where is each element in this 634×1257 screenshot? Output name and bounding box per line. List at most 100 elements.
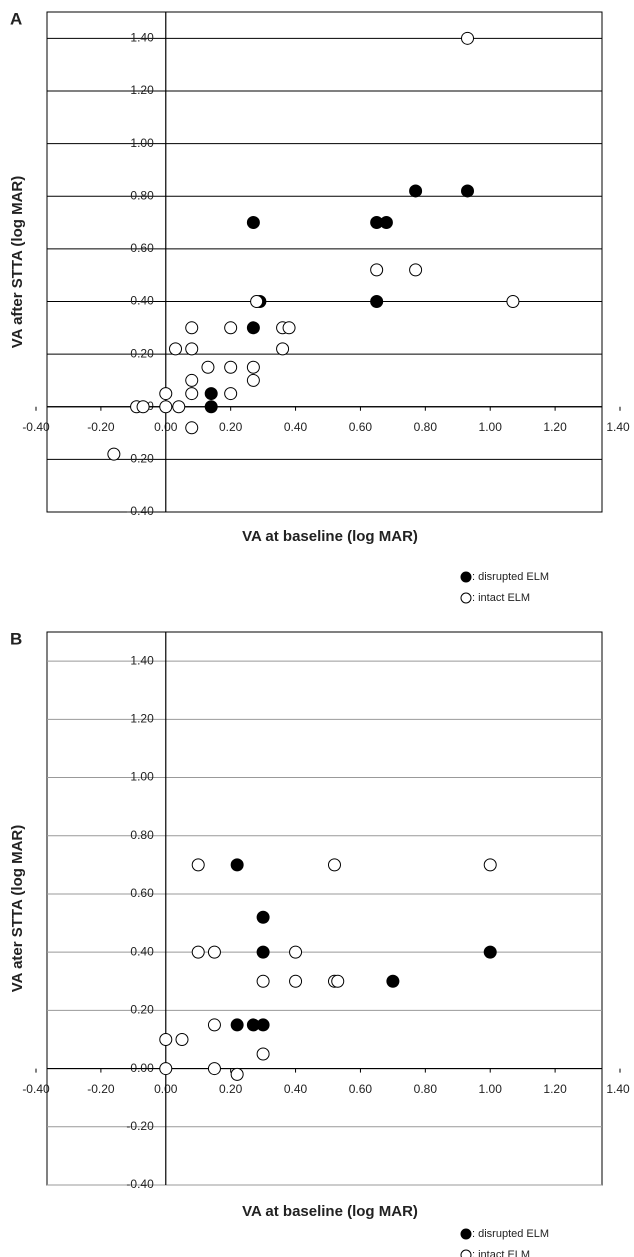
data-point (331, 974, 345, 988)
legend-label: : disrupted ELM (472, 1228, 549, 1240)
x-tick-label: -0.40 (22, 420, 50, 434)
y-tick-label: 1.20 (130, 83, 154, 97)
legend-label: : intact ELM (472, 1249, 530, 1257)
panel-label: A (10, 9, 22, 28)
y-tick-label: 0.80 (130, 828, 154, 842)
legend-marker (460, 1249, 472, 1257)
x-tick-label: 1.40 (606, 420, 630, 434)
y-tick-label: 1.00 (130, 770, 154, 784)
data-point (159, 1032, 173, 1046)
y-tick-label: 1.20 (130, 711, 154, 725)
data-point (107, 447, 121, 461)
data-point (386, 974, 400, 988)
y-tick-label: 0.20 (130, 1003, 154, 1017)
data-point (483, 945, 497, 959)
data-point (224, 387, 238, 401)
data-point (327, 858, 341, 872)
data-point (409, 263, 423, 277)
y-tick-label: 0.00 (130, 1061, 154, 1075)
y-tick-label: -0.20 (126, 1119, 154, 1133)
data-point (191, 945, 205, 959)
data-point (185, 421, 199, 435)
data-point (461, 184, 475, 198)
y-tick-label: 0.80 (130, 188, 154, 202)
data-point (185, 321, 199, 335)
y-tick-label: 1.00 (130, 136, 154, 150)
data-point (246, 321, 260, 335)
data-point (136, 400, 150, 414)
data-point (159, 400, 173, 414)
legend-marker (460, 1228, 472, 1240)
data-point (483, 858, 497, 872)
x-tick-label: -0.20 (87, 1082, 115, 1096)
data-point (224, 321, 238, 335)
data-point (207, 945, 221, 959)
legend-marker (460, 592, 472, 604)
x-tick-label: 1.20 (543, 1082, 567, 1096)
data-point (250, 294, 264, 308)
x-tick-label: 0.20 (219, 420, 243, 434)
legend-label: : intact ELM (472, 592, 530, 604)
data-point (175, 1032, 189, 1046)
data-point (185, 373, 199, 387)
y-tick-label: 0.60 (130, 241, 154, 255)
y-tick-label: 0.40 (130, 944, 154, 958)
data-point (246, 216, 260, 230)
x-tick-label: 0.60 (349, 1082, 373, 1096)
data-point (159, 1062, 173, 1076)
data-point (461, 31, 475, 45)
data-point (230, 1067, 244, 1081)
x-tick-label: 1.00 (479, 1082, 503, 1096)
data-point (191, 858, 205, 872)
data-point (506, 294, 520, 308)
data-point (276, 342, 290, 356)
data-point (224, 360, 238, 374)
y-tick-label: -0.40 (126, 1177, 154, 1191)
data-point (201, 360, 215, 374)
data-point (172, 400, 186, 414)
data-point (370, 263, 384, 277)
y-tick-label: 1.40 (130, 30, 154, 44)
x-tick-label: 1.00 (479, 420, 503, 434)
panel-label: B (10, 629, 22, 648)
data-point (256, 974, 270, 988)
legend-label: : disrupted ELM (472, 571, 549, 583)
x-tick-label: 1.20 (543, 420, 567, 434)
data-point (230, 1018, 244, 1032)
y-axis-title: VA ater STTA (log MAR) (9, 825, 26, 993)
legend-marker (460, 571, 472, 583)
data-point (370, 294, 384, 308)
data-point (256, 945, 270, 959)
data-point (289, 945, 303, 959)
x-tick-label: 0.20 (219, 1082, 243, 1096)
x-tick-label: 0.40 (284, 1082, 308, 1096)
data-point (207, 1062, 221, 1076)
y-tick-label: 1.40 (130, 653, 154, 667)
data-point (230, 858, 244, 872)
x-tick-label: 0.40 (284, 420, 308, 434)
x-tick-label: 0.60 (349, 420, 373, 434)
data-point (379, 216, 393, 230)
data-point (256, 910, 270, 924)
data-point (289, 974, 303, 988)
y-axis-title: VA after STTA (log MAR) (9, 176, 26, 349)
data-point (204, 387, 218, 401)
data-point (246, 373, 260, 387)
data-point (256, 1018, 270, 1032)
data-point (282, 321, 296, 335)
x-tick-label: -0.40 (22, 1082, 50, 1096)
y-tick-label: 0.40 (130, 294, 154, 308)
data-point (185, 342, 199, 356)
x-tick-label: 0.80 (414, 420, 438, 434)
x-tick-label: 0.80 (414, 1082, 438, 1096)
data-point (204, 400, 218, 414)
y-tick-label: 0.60 (130, 886, 154, 900)
data-point (246, 360, 260, 374)
data-point (409, 184, 423, 198)
data-point (207, 1018, 221, 1032)
y-tick-label: -0.20 (126, 452, 154, 466)
data-point (159, 387, 173, 401)
y-tick-label: -0.40 (126, 504, 154, 518)
x-axis-title: VA at baseline (log MAR) (242, 528, 418, 545)
